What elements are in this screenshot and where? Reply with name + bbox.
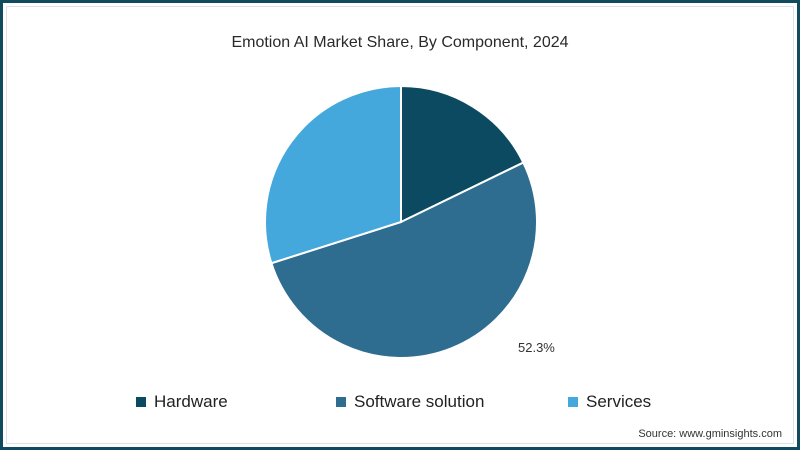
legend-label-hardware: Hardware [154,392,228,411]
source-note: Source: www.gminsights.com [638,428,782,440]
legend-swatch-software [336,397,346,407]
legend-item-software: Software solution [336,392,484,412]
inner-border [6,6,794,444]
legend-item-hardware: Hardware [136,392,228,412]
legend-swatch-hardware [136,397,146,407]
data-label-software: 52.3% [518,340,555,355]
legend: Hardware Software solution Services [0,392,800,412]
legend-swatch-services [568,397,578,407]
legend-label-software: Software solution [354,392,485,411]
legend-label-services: Services [586,392,652,411]
pie-slice-hardware [400,84,525,224]
legend-item-services: Services [568,392,651,412]
chart-title: Emotion AI Market Share, By Component, 2… [231,34,569,51]
pie-slice-services [264,84,402,265]
pie-slice-software [270,161,538,359]
